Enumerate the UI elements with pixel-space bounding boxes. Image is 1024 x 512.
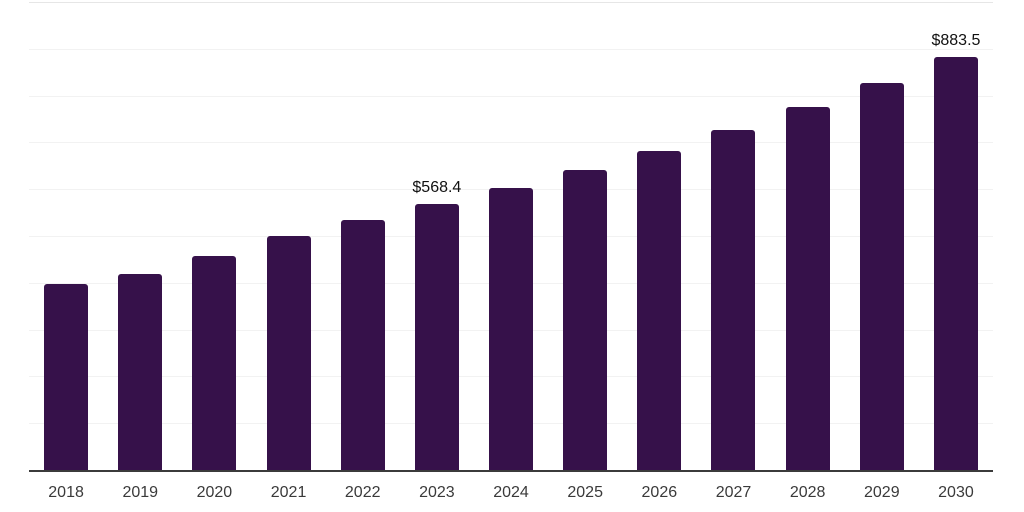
bar-2019 [118, 274, 163, 470]
bar-2028 [785, 107, 830, 470]
x-tick-label-2018: 2018 [48, 484, 84, 501]
x-tick-label-2026: 2026 [641, 484, 678, 501]
bar-2018 [44, 283, 89, 470]
bar-slot-2018 [29, 0, 103, 470]
bar-2023 [414, 204, 459, 470]
bar-2029 [859, 83, 904, 470]
x-tick-label-2030: 2030 [938, 484, 974, 501]
bar-slot-2025 [548, 0, 622, 470]
bar-2025 [563, 170, 608, 470]
bar-2020 [192, 256, 237, 470]
x-tick-label-2024: 2024 [493, 484, 529, 501]
bar-2027 [711, 130, 756, 470]
bar-2021 [266, 236, 311, 470]
bar-slot-2020 [177, 0, 251, 470]
bar-slot-2023: $568.4 [400, 0, 474, 470]
data-label-2030: $883.5 [931, 31, 981, 49]
x-tick-label-2023: 2023 [419, 484, 455, 501]
gridline-1000 [29, 2, 993, 3]
bar-slot-2028 [771, 0, 845, 470]
gridline-800 [29, 95, 993, 97]
x-tick-label-2027: 2027 [715, 484, 752, 501]
bar-2030 [933, 56, 978, 470]
data-label-2023: $568.4 [412, 179, 462, 196]
bar-2022 [340, 220, 385, 470]
x-tick-label-2028: 2028 [789, 484, 826, 501]
x-tick-label-2022: 2022 [344, 484, 381, 501]
bar-slot-2024 [474, 0, 548, 470]
bar-2026 [637, 150, 682, 470]
x-axis-line [29, 470, 993, 472]
x-tick-label-2021: 2021 [270, 484, 307, 501]
x-tick-label-2025: 2025 [567, 484, 603, 501]
bar-slot-2029 [845, 0, 919, 470]
bar-slot-2026 [622, 0, 696, 470]
bar-slot-2022 [326, 0, 400, 470]
x-axis-tick-labels: 2018 2019 2020 2021 2022 2023 2024 2025 2026 2027… [29, 483, 993, 503]
bar-slot-2019 [103, 0, 177, 470]
plot-area: $568.4 $883.5 [29, 0, 993, 470]
x-tick-label-2020: 2020 [196, 484, 233, 501]
gridline-900 [29, 48, 993, 50]
gridline-700 [29, 142, 993, 144]
bar-slot-2027 [696, 0, 770, 470]
bar-2024 [489, 188, 534, 470]
x-tick-label-2029: 2029 [864, 484, 900, 501]
bar-slot-2021 [251, 0, 325, 470]
bar-slot-2030: $883.5 [919, 0, 993, 470]
x-tick-label-2019: 2019 [122, 484, 159, 501]
